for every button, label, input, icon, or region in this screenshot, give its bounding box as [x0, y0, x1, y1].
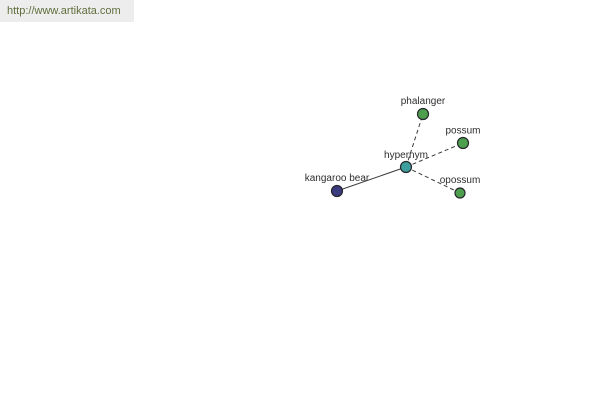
site-url-text: http://www.artikata.com [7, 5, 121, 17]
node-kangaroo-bear-circle[interactable] [330, 184, 344, 198]
node-possum-label[interactable]: possum [445, 126, 480, 137]
node-phalanger[interactable]: phalanger [401, 96, 446, 121]
node-phalanger-label[interactable]: phalanger [401, 96, 446, 107]
edge-hypernym-possum [405, 142, 464, 168]
node-hypernym[interactable]: hypernym [384, 150, 428, 174]
node-hypernym-circle[interactable] [399, 160, 413, 174]
node-kangaroo-bear[interactable]: kangaroo bear [305, 173, 370, 198]
node-possum[interactable]: possum [445, 126, 481, 150]
edge-hypernym-phalanger [405, 113, 424, 168]
edge-kangaroo-bear-hypernym [336, 166, 407, 192]
node-phalanger-circle[interactable] [416, 107, 430, 121]
node-possum-circle[interactable] [456, 136, 470, 150]
site-url-label: http://www.artikata.com [0, 0, 134, 22]
node-kangaroo-bear-label[interactable]: kangaroo bear [305, 173, 370, 184]
node-opossum-circle[interactable] [454, 187, 466, 199]
node-hypernym-label[interactable]: hypernym [384, 150, 428, 161]
edge-hypernym-opossum [405, 166, 461, 194]
node-opossum[interactable]: opossum [440, 175, 481, 199]
node-opossum-label[interactable]: opossum [440, 175, 481, 186]
